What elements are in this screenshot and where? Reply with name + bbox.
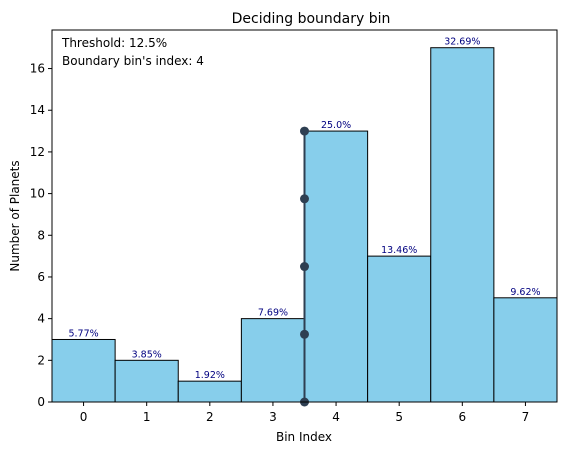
data-label-1: 3.85% (132, 349, 162, 360)
threshold-annotation: Threshold: 12.5% (61, 36, 167, 50)
x-tick-label-4: 4 (332, 410, 340, 424)
y-tick-label-2: 2 (37, 353, 45, 367)
x-tick-label-0: 0 (80, 410, 88, 424)
y-tick-label-6: 6 (37, 270, 45, 284)
boundary-marker-1 (300, 329, 309, 339)
y-tick-label-14: 14 (30, 103, 45, 117)
data-label-3: 7.69% (258, 308, 288, 319)
y-tick-label-4: 4 (37, 312, 45, 326)
bar-1 (114, 359, 179, 403)
x-tick-label-6: 6 (458, 410, 466, 424)
boundary-marker-2 (300, 262, 309, 272)
data-label-0: 5.77% (68, 328, 98, 339)
chart-title: Deciding boundary bin (232, 11, 391, 27)
y-tick-label-16: 16 (30, 62, 45, 76)
bar-3 (240, 318, 305, 403)
x-tick-label-7: 7 (522, 410, 530, 424)
x-tick-label-1: 1 (143, 410, 151, 424)
y-tick-label-10: 10 (30, 187, 45, 201)
boundary-bin-annotation: Boundary bin's index: 4 (62, 54, 204, 68)
y-tick-label-0: 0 (37, 395, 45, 409)
x-tick-label-2: 2 (206, 410, 214, 424)
bar-0 (51, 338, 116, 403)
boundary-line-layer (300, 126, 309, 407)
boundary-marker-4 (300, 126, 309, 136)
data-label-7: 9.62% (510, 287, 540, 298)
bar-5 (367, 255, 432, 403)
x-tick-label-5: 5 (395, 410, 403, 424)
data-label-6: 32.69% (444, 37, 480, 48)
bar-6 (430, 47, 495, 403)
boundary-marker-3 (300, 194, 309, 204)
bar-7 (493, 297, 558, 403)
y-axis-label: Number of Planets (8, 160, 22, 271)
x-axis-ticks: 0 1 2 3 4 5 6 7 (80, 402, 530, 424)
data-label-2: 1.92% (195, 370, 225, 381)
y-tick-label-8: 8 (37, 228, 45, 242)
y-axis-ticks: 0 2 4 6 8 10 12 14 16 (30, 62, 52, 409)
data-label-4: 25.0% (321, 120, 351, 131)
data-label-5: 13.46% (381, 245, 417, 256)
bar-4 (304, 130, 369, 403)
bars-layer (51, 47, 558, 403)
x-tick-label-3: 3 (269, 410, 277, 424)
plot-frame (51, 29, 558, 403)
data-labels-layer: 5.77% 3.85% 1.92% 7.69% 25.0% 13.46% 32.69% 9.6… (68, 37, 540, 381)
bar-2 (177, 380, 242, 403)
y-tick-label-12: 12 (30, 145, 45, 159)
x-axis-label: Bin Index (276, 430, 332, 444)
